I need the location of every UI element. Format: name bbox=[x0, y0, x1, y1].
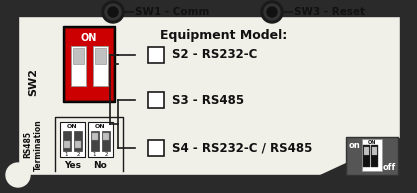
Bar bbox=[74, 131, 82, 151]
Text: ON: ON bbox=[67, 124, 78, 130]
Bar bbox=[0, 175, 417, 193]
Bar bbox=[362, 139, 382, 171]
Text: 1: 1 bbox=[92, 152, 96, 157]
Text: ON: ON bbox=[81, 33, 97, 43]
Circle shape bbox=[102, 1, 124, 23]
Bar bbox=[64, 141, 70, 148]
Text: Equipment Model:: Equipment Model: bbox=[160, 29, 287, 41]
Bar bbox=[363, 145, 370, 167]
Bar bbox=[63, 131, 71, 151]
Text: S2 - RS232-C: S2 - RS232-C bbox=[172, 48, 257, 62]
Bar bbox=[148, 47, 164, 63]
Bar bbox=[88, 122, 113, 157]
Bar bbox=[103, 133, 109, 140]
Bar bbox=[71, 46, 86, 86]
Text: SW2: SW2 bbox=[28, 68, 38, 96]
Bar bbox=[95, 48, 106, 64]
Bar bbox=[0, 0, 18, 193]
Text: No: No bbox=[94, 161, 107, 169]
Text: on: on bbox=[349, 141, 361, 151]
Text: 2: 2 bbox=[76, 152, 80, 157]
Text: ON: ON bbox=[95, 124, 106, 130]
Bar bbox=[60, 122, 85, 157]
Bar bbox=[371, 145, 378, 167]
Bar bbox=[93, 46, 108, 86]
Circle shape bbox=[108, 7, 118, 17]
Circle shape bbox=[105, 4, 121, 20]
Bar bbox=[148, 92, 164, 108]
Text: SW3 - Reset: SW3 - Reset bbox=[294, 7, 365, 17]
Text: S4 - RS232-C / RS485: S4 - RS232-C / RS485 bbox=[172, 141, 312, 155]
Text: ON: ON bbox=[368, 141, 376, 146]
Text: SW1 - Comm: SW1 - Comm bbox=[135, 7, 209, 17]
Text: off: off bbox=[383, 163, 396, 173]
Bar bbox=[364, 147, 369, 155]
Bar bbox=[148, 140, 164, 156]
Bar bbox=[92, 133, 98, 140]
Bar bbox=[102, 131, 110, 151]
Bar bbox=[372, 147, 377, 155]
Text: 1: 1 bbox=[64, 152, 68, 157]
Circle shape bbox=[6, 163, 30, 187]
Bar bbox=[75, 141, 81, 148]
Circle shape bbox=[261, 1, 283, 23]
Bar bbox=[91, 131, 99, 151]
Text: S3 - RS485: S3 - RS485 bbox=[172, 93, 244, 107]
Text: Yes: Yes bbox=[64, 161, 81, 169]
Bar bbox=[0, 0, 417, 16]
Bar bbox=[65, 28, 113, 100]
Text: RS485
Termination: RS485 Termination bbox=[23, 119, 43, 171]
Circle shape bbox=[267, 7, 277, 17]
Circle shape bbox=[264, 4, 280, 20]
Polygon shape bbox=[320, 130, 417, 175]
Bar bbox=[346, 137, 398, 175]
Bar bbox=[73, 48, 84, 64]
Bar bbox=[63, 26, 115, 102]
Text: 2: 2 bbox=[104, 152, 108, 157]
Bar bbox=[400, 0, 417, 193]
